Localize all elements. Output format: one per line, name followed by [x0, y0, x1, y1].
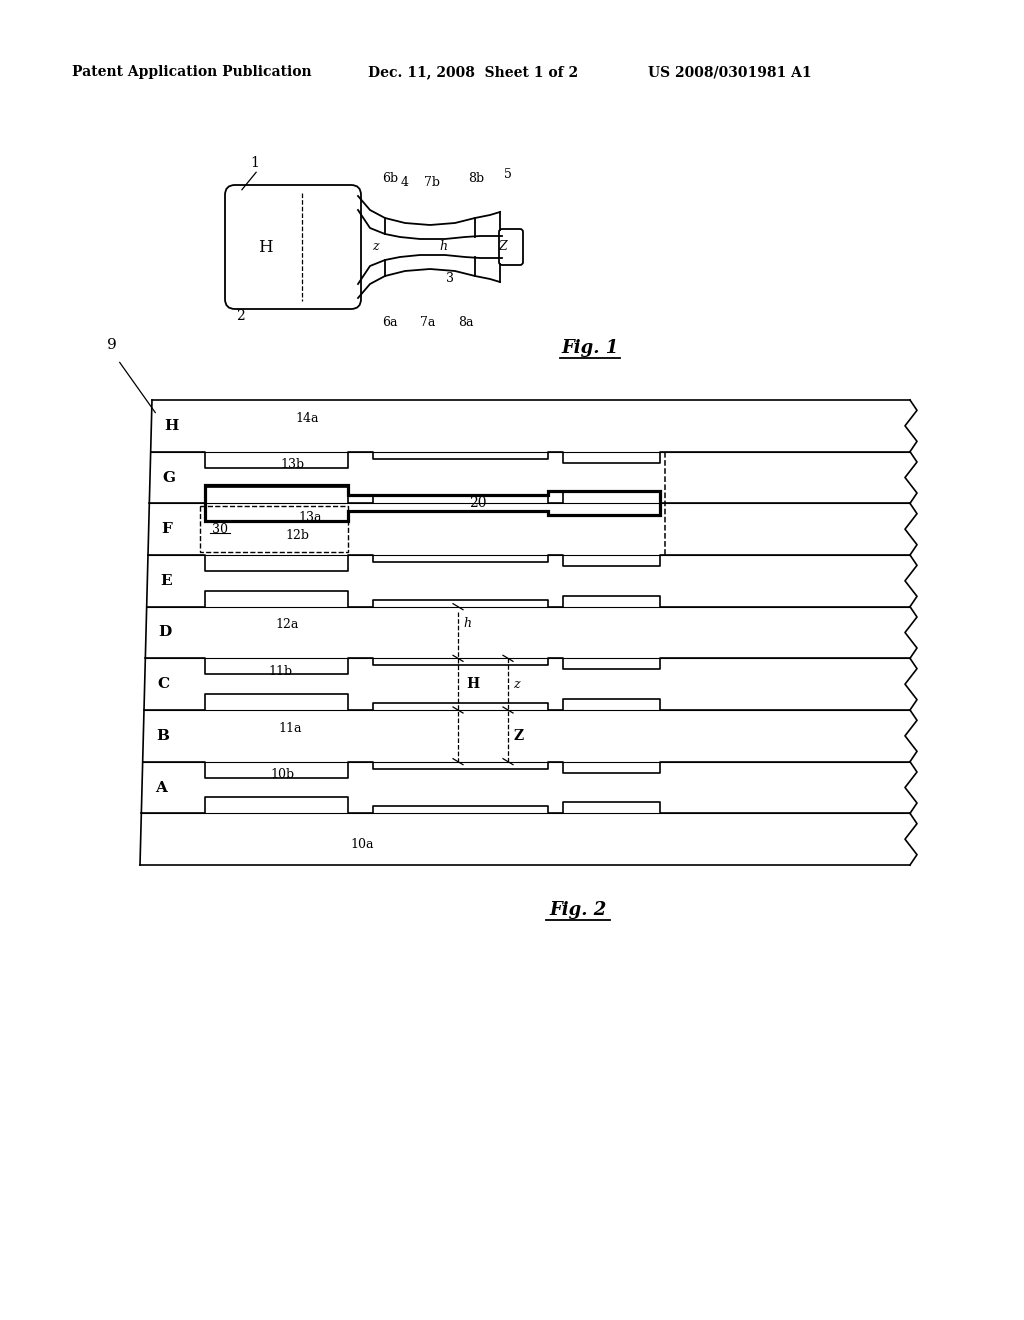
Text: 8b: 8b: [468, 172, 484, 185]
Text: 13b: 13b: [280, 458, 304, 471]
Text: 12a: 12a: [275, 618, 298, 631]
Text: 11a: 11a: [278, 722, 301, 735]
FancyBboxPatch shape: [225, 185, 361, 309]
Text: 30: 30: [212, 523, 228, 536]
Text: 13a: 13a: [298, 511, 322, 524]
Text: 20: 20: [469, 496, 486, 511]
FancyBboxPatch shape: [499, 228, 523, 265]
Text: F: F: [162, 523, 172, 536]
Text: US 2008/0301981 A1: US 2008/0301981 A1: [648, 65, 812, 79]
Text: 10b: 10b: [270, 768, 294, 781]
Text: 4: 4: [401, 177, 409, 190]
Text: 6b: 6b: [382, 172, 398, 185]
Text: C: C: [158, 677, 169, 692]
Text: E: E: [160, 574, 172, 587]
Text: 2: 2: [236, 309, 245, 323]
Text: A: A: [155, 780, 167, 795]
Text: H: H: [258, 239, 272, 256]
Text: G: G: [163, 470, 176, 484]
Text: B: B: [156, 729, 169, 743]
Text: 7b: 7b: [424, 177, 440, 190]
Text: 5: 5: [504, 169, 512, 181]
Text: Fig. 1: Fig. 1: [561, 339, 618, 356]
Text: Z: Z: [513, 729, 523, 743]
Text: z: z: [372, 240, 378, 253]
Text: h: h: [463, 616, 471, 630]
Text: Patent Application Publication: Patent Application Publication: [72, 65, 311, 79]
Text: 7a: 7a: [420, 317, 435, 330]
Text: 1: 1: [251, 156, 259, 170]
Text: 12b: 12b: [285, 529, 309, 543]
Text: H: H: [164, 418, 178, 433]
Text: 10a: 10a: [350, 838, 374, 851]
Text: 11b: 11b: [268, 665, 292, 677]
Bar: [200, 507, 348, 552]
Text: H: H: [466, 677, 479, 692]
Text: 9: 9: [108, 338, 117, 352]
Text: h: h: [439, 239, 447, 252]
Text: z: z: [513, 677, 519, 690]
Text: Fig. 2: Fig. 2: [549, 902, 606, 919]
Text: 6a: 6a: [382, 317, 397, 330]
Text: 14a: 14a: [295, 412, 318, 425]
Text: D: D: [159, 626, 172, 639]
Text: 3: 3: [446, 272, 454, 285]
Text: Z: Z: [499, 240, 507, 253]
Text: 8a: 8a: [459, 317, 474, 330]
Text: Dec. 11, 2008  Sheet 1 of 2: Dec. 11, 2008 Sheet 1 of 2: [368, 65, 579, 79]
